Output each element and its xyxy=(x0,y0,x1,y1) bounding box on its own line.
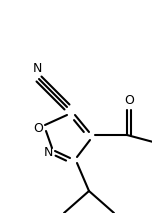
Text: O: O xyxy=(33,121,43,134)
Text: O: O xyxy=(124,94,134,107)
Text: N: N xyxy=(43,147,53,160)
Text: N: N xyxy=(32,62,42,75)
